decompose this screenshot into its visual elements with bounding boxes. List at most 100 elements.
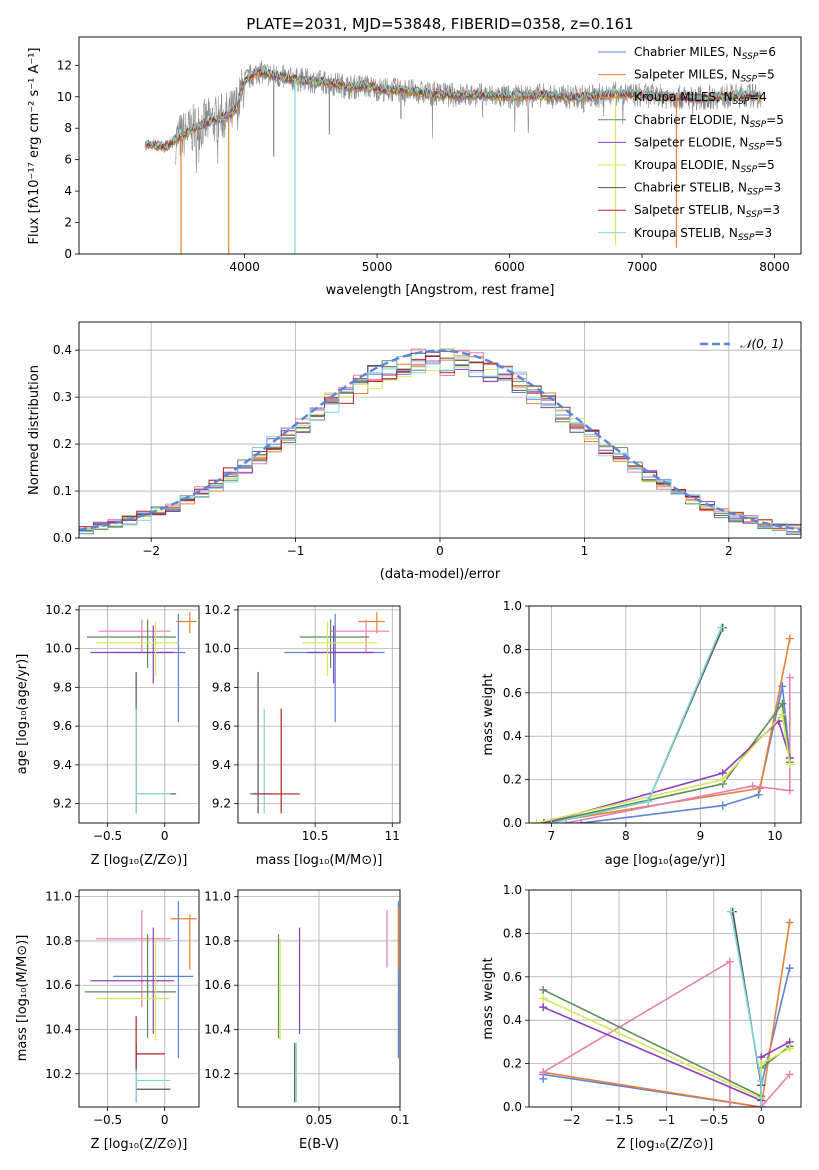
series-marker xyxy=(778,699,787,708)
chart-title: PLATE=2031, MJD=53848, FIBERID=0358, z=0… xyxy=(246,15,633,33)
series-line xyxy=(730,911,762,1107)
series-marker xyxy=(778,710,787,719)
y-axis-label: mass weight xyxy=(481,673,496,755)
series-marker xyxy=(539,819,548,823)
series-marker xyxy=(532,819,541,823)
legend-label: Chabrier STELIB, N xyxy=(634,181,747,195)
y-tick-label: 10.0 xyxy=(45,642,72,656)
x-axis-label: Z [log₁₀(Z/Z⊙)] xyxy=(91,1137,188,1152)
x-tick-label: 0.05 xyxy=(306,1113,333,1127)
legend-sub: SSP xyxy=(750,120,767,130)
legend-label: Chabrier MILES, N xyxy=(634,45,742,59)
plot-area xyxy=(79,348,801,535)
x-axis-label: E(B-V) xyxy=(299,1137,339,1152)
axes-frame xyxy=(78,36,802,255)
model-salpeter_stelib xyxy=(144,66,762,150)
series-marker xyxy=(725,957,734,966)
y-tick-label: 9.2 xyxy=(212,797,231,811)
x-tick-label: 2 xyxy=(725,544,733,558)
chart-z-age: −0.5 0 9.2 9.4 9.6 9.8 10.0 10.2 Z [log₁₀(Z/Z⊙)]… xyxy=(15,603,200,868)
legend-sub: SSP xyxy=(746,210,763,220)
legend-entry: Chabrier STELIB, NSSP=3 xyxy=(634,181,781,198)
legend-label: Kroupa MILES, N xyxy=(634,90,733,104)
legend-label: Salpeter MILES, N xyxy=(634,68,741,82)
y-tick-label: 10.4 xyxy=(204,1023,231,1037)
legend-entry: Kroupa STELIB, NSSP=3 xyxy=(634,226,772,243)
y-axis-label: Normed distribution xyxy=(27,365,42,495)
legend-entry: Kroupa ELODIE, NSSP=5 xyxy=(634,158,775,175)
series-line xyxy=(543,719,791,823)
series-line xyxy=(581,686,791,823)
x-tick-label: −2 xyxy=(142,544,160,558)
y-tick-label: 10.2 xyxy=(45,603,72,617)
series-marker xyxy=(718,801,727,810)
y-tick-label: 11.0 xyxy=(45,890,72,904)
legend-sub: SSP xyxy=(738,233,755,243)
series-marker xyxy=(785,786,794,795)
legend-suffix: =5 xyxy=(757,68,775,82)
series-line xyxy=(542,960,791,1107)
legend-suffix: =3 xyxy=(754,226,772,240)
x-tick-label: 0 xyxy=(161,829,169,843)
model-kroupa_stelib xyxy=(144,66,762,150)
x-axis-label: age [log₁₀(age/yr)] xyxy=(605,853,726,868)
legend-suffix: =6 xyxy=(758,45,776,59)
x-axis-label: Z [log₁₀(Z/Z⊙)] xyxy=(617,1137,714,1152)
series-line xyxy=(566,677,791,823)
y-tick-label: 10.8 xyxy=(204,934,231,948)
y-tick-label: 0 xyxy=(64,247,72,261)
legend-entry: Salpeter STELIB, NSSP=3 xyxy=(634,203,780,220)
legend-sub: SSP xyxy=(748,142,765,152)
y-tick-label: 9.4 xyxy=(212,758,231,772)
x-tick-label: −0.5 xyxy=(699,1113,728,1127)
legend-sub: SSP xyxy=(733,97,750,107)
x-tick-label: −0.5 xyxy=(93,1113,122,1127)
series-marker xyxy=(785,760,794,769)
y-tick-label: 0.0 xyxy=(53,531,72,545)
y-tick-label: 10.0 xyxy=(204,642,231,656)
legend-label: 𝒩(0, 1) xyxy=(740,337,784,351)
y-tick-label: 2 xyxy=(64,216,72,230)
y-tick-label: 0.2 xyxy=(503,773,522,787)
x-tick-label: 0 xyxy=(757,1113,765,1127)
x-tick-label: 0.1 xyxy=(390,1113,409,1127)
series-marker xyxy=(539,994,548,1003)
y-tick-label: 9.8 xyxy=(53,680,72,694)
chart-z-mass: −0.5 0 10.2 10.4 10.6 10.8 11.0 Z [log₁₀(Z/Z⊙)]… xyxy=(15,889,200,1152)
y-tick-label: 0.8 xyxy=(503,642,522,656)
series-marker xyxy=(785,673,794,682)
series-line xyxy=(536,712,791,823)
legend-suffix: =5 xyxy=(766,113,784,127)
x-tick-label: −1.5 xyxy=(604,1113,633,1127)
y-axis-label: mass weight xyxy=(481,957,496,1039)
x-axis-label: mass [log₁₀(M/M⊙)] xyxy=(256,853,383,868)
y-tick-label: 0.0 xyxy=(503,1100,522,1114)
chart-spectrum: 4000 5000 6000 7000 8000 0 2 4 6 8 10 12 PLATE=2031,… xyxy=(27,15,802,298)
x-tick-label: 9 xyxy=(697,829,705,843)
plot-area xyxy=(87,611,197,814)
legend-suffix: =3 xyxy=(764,181,782,195)
hist-kroupa_stelib xyxy=(79,356,801,534)
axes-frame xyxy=(237,889,401,1108)
series-marker xyxy=(785,964,794,973)
x-tick-label: 10 xyxy=(767,829,782,843)
series-marker xyxy=(539,1068,548,1077)
gaussian-curve xyxy=(79,349,801,531)
series-marker xyxy=(785,1070,794,1079)
axes-frame xyxy=(528,605,802,824)
legend-entry: Chabrier MILES, NSSP=6 xyxy=(634,45,776,62)
series-marker xyxy=(785,1044,794,1053)
x-tick-label: 10.5 xyxy=(302,829,329,843)
x-tick-label: 4000 xyxy=(229,260,260,274)
legend-suffix: =5 xyxy=(765,135,783,149)
x-tick-label: 0 xyxy=(436,544,444,558)
y-tick-label: 9.4 xyxy=(53,758,72,772)
series-line xyxy=(543,701,791,823)
x-axis-label: Z [log₁₀(Z/Z⊙)] xyxy=(91,853,188,868)
y-tick-label: 11.0 xyxy=(204,890,231,904)
axes-frame xyxy=(78,321,802,539)
series-marker xyxy=(757,1076,766,1085)
axes-frame xyxy=(78,889,200,1108)
axes-frame xyxy=(528,889,802,1108)
